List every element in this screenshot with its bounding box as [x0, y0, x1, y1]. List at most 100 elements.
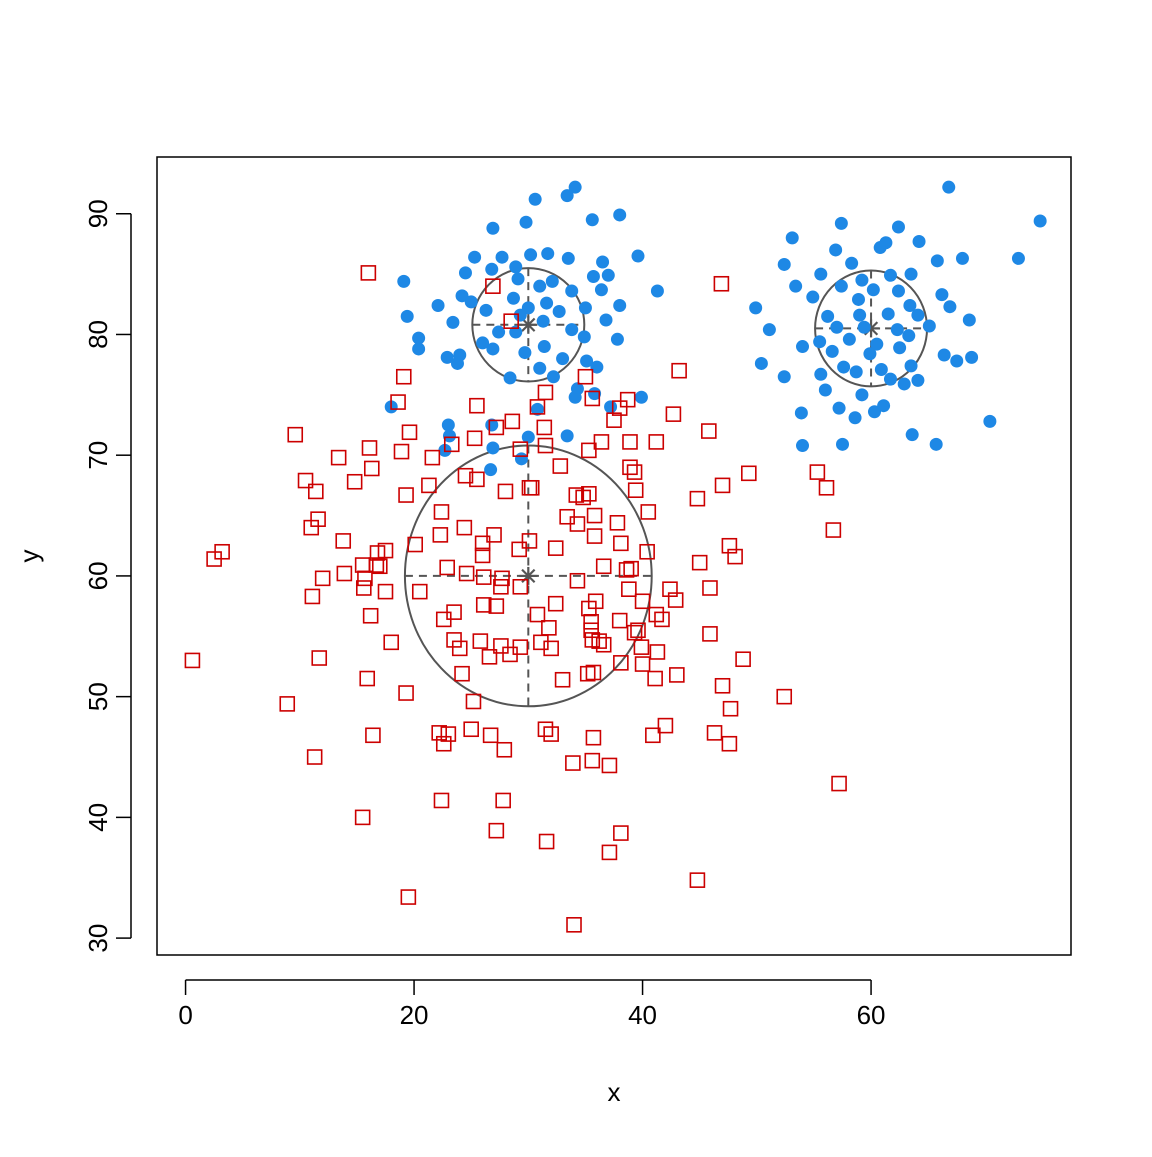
data-point-square [365, 727, 381, 744]
data-point-circle [814, 267, 828, 281]
data-point-square [481, 649, 498, 665]
data-point-circle [962, 313, 976, 327]
data-point-square [469, 397, 485, 414]
data-point-square [361, 440, 378, 456]
data-point-circle [634, 390, 648, 404]
data-point-circle [830, 320, 844, 334]
x-tick-label: 20 [400, 1000, 429, 1030]
data-point-circle [911, 373, 925, 387]
data-point-circle [397, 274, 411, 288]
data-point-circle [601, 268, 615, 282]
data-point-circle [479, 303, 493, 317]
data-point-square [665, 406, 682, 422]
data-point-circle [446, 315, 460, 329]
data-point-square [472, 633, 489, 649]
x-axis-label: x [608, 1077, 621, 1107]
data-point-square [621, 581, 637, 597]
data-point-square [623, 560, 639, 577]
data-point-circle [594, 283, 608, 297]
data-point-square [581, 486, 597, 502]
data-point-square [537, 437, 554, 454]
data-point-square [575, 489, 591, 506]
data-point-square [474, 535, 491, 552]
data-point-square [475, 569, 492, 585]
data-point-circle [412, 342, 426, 356]
data-point-circle [506, 291, 520, 305]
data-point-square [398, 685, 414, 701]
data-point-circle [863, 347, 877, 361]
data-point-circle [834, 216, 848, 230]
data-point-circle [902, 329, 916, 343]
data-point-circle [950, 354, 964, 368]
data-point-square [831, 775, 847, 792]
data-point-circle [749, 301, 763, 315]
data-point-square [609, 515, 626, 531]
data-point-circle [818, 383, 832, 397]
data-point-square [585, 664, 602, 681]
data-point-square [593, 434, 610, 450]
data-point-circle [546, 370, 560, 384]
data-point-square [727, 548, 743, 565]
data-point-circle [442, 429, 456, 443]
data-point-circle [883, 372, 897, 386]
data-point-circle [891, 220, 905, 234]
data-point-circle [851, 292, 865, 306]
data-point-square [547, 540, 564, 556]
data-point-circle [929, 437, 943, 451]
data-point-square [433, 504, 450, 520]
data-point-square [279, 696, 296, 712]
data-point-circle [912, 235, 926, 249]
y-tick-label: 30 [83, 924, 113, 953]
data-point-square [354, 809, 371, 826]
data-point-circle [796, 340, 810, 354]
data-point-circle [834, 279, 848, 293]
data-point-square [435, 735, 452, 752]
data-point-circle [785, 231, 799, 245]
data-point-circle [613, 208, 627, 222]
data-point-circle [533, 361, 547, 375]
data-point-square [543, 640, 559, 657]
data-point-circle [545, 274, 559, 288]
data-point-square [432, 527, 449, 543]
data-point-square [529, 399, 546, 415]
data-point-circle [552, 305, 566, 319]
data-point-circle [890, 323, 904, 337]
data-point-circle [440, 350, 454, 364]
data-point-square [482, 727, 499, 744]
x-tick-label: 60 [857, 1000, 886, 1030]
data-point-circle [891, 284, 905, 298]
data-point-circle [541, 247, 555, 261]
data-point-square [569, 516, 586, 532]
data-point-circle [965, 350, 979, 364]
data-point-square [504, 413, 521, 430]
data-point-circle [762, 323, 776, 337]
data-point-circle [519, 215, 533, 229]
data-point-square [475, 597, 492, 613]
data-point-circle [492, 325, 506, 339]
data-point-square [494, 570, 510, 587]
data-point-square [630, 622, 646, 639]
data-point-circle [599, 313, 613, 327]
data-point-square [584, 752, 601, 769]
data-point-circle [588, 387, 602, 401]
data-point-square [314, 570, 331, 587]
y-tick-label: 90 [83, 199, 113, 228]
data-point-circle [870, 337, 884, 351]
data-point-circle [845, 256, 859, 270]
data-point-square [601, 757, 618, 774]
data-point-circle [604, 400, 618, 414]
y-tick-label: 60 [83, 561, 113, 590]
data-point-square [537, 384, 554, 401]
data-point-square [398, 487, 414, 503]
data-point-square [297, 472, 314, 489]
data-point-square [454, 665, 470, 682]
data-point-square [363, 460, 380, 477]
data-point-square [541, 620, 557, 636]
data-point-square [529, 606, 546, 623]
data-point-circle [484, 463, 498, 477]
data-point-circle [613, 298, 627, 312]
data-point-square [206, 551, 222, 567]
data-point-circle [431, 298, 445, 312]
